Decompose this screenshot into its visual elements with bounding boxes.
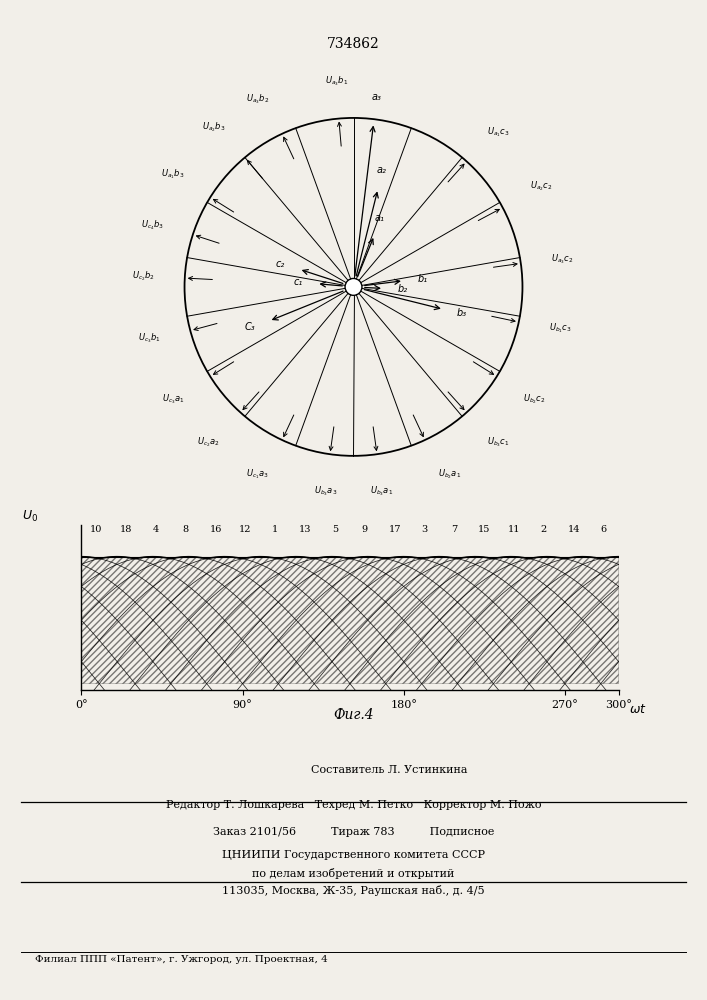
Text: $U_{c_3}a_1$: $U_{c_3}a_1$	[162, 393, 185, 406]
Text: $U_0$: $U_0$	[22, 508, 38, 524]
Text: $U_{b_3}a_1$: $U_{b_3}a_1$	[370, 484, 393, 498]
Text: 734862: 734862	[327, 37, 380, 51]
Text: $U_{b_3}a_3$: $U_{b_3}a_3$	[314, 484, 337, 498]
Text: 8: 8	[182, 525, 189, 534]
Text: b₃: b₃	[457, 308, 467, 318]
Text: 14: 14	[568, 525, 580, 534]
Text: c₁: c₁	[293, 277, 303, 287]
Text: 11: 11	[508, 525, 520, 534]
Circle shape	[345, 278, 362, 295]
Text: $U_{a_1}c_3$: $U_{a_1}c_3$	[487, 125, 510, 139]
Text: Филиал ППП «Патент», г. Ужгород, ул. Проектная, 4: Филиал ППП «Патент», г. Ужгород, ул. Про…	[35, 955, 328, 964]
Text: $U_{a_3}c_2$: $U_{a_3}c_2$	[551, 252, 573, 266]
Text: $U_{b_3}c_1$: $U_{b_3}c_1$	[487, 435, 510, 449]
Text: 15: 15	[478, 525, 491, 534]
Text: $U_{a_2}b_3$: $U_{a_2}b_3$	[202, 121, 226, 134]
Text: ЦНИИПИ Государственного комитета СССР: ЦНИИПИ Государственного комитета СССР	[222, 850, 485, 860]
Text: $U_{c_3}b_1$: $U_{c_3}b_1$	[138, 332, 161, 345]
Text: 18: 18	[120, 525, 132, 534]
Text: c₂: c₂	[275, 259, 284, 269]
Text: $U_{b_1}c_3$: $U_{b_1}c_3$	[549, 322, 571, 335]
Text: $U_{c_4}b_3$: $U_{c_4}b_3$	[141, 219, 164, 232]
Text: 3: 3	[421, 525, 428, 534]
Text: 1: 1	[272, 525, 279, 534]
Text: 6: 6	[601, 525, 607, 534]
Text: $U_{c_2}a_2$: $U_{c_2}a_2$	[197, 435, 220, 449]
Text: b₂: b₂	[397, 284, 407, 294]
Text: $U_{a_3}b_1$: $U_{a_3}b_1$	[325, 75, 348, 88]
Text: $U_{c_1}a_3$: $U_{c_1}a_3$	[247, 468, 269, 481]
Text: b₁: b₁	[417, 274, 427, 284]
Text: 17: 17	[388, 525, 401, 534]
Text: $U_{b_2}a_1$: $U_{b_2}a_1$	[438, 468, 461, 481]
Text: 13: 13	[299, 525, 312, 534]
Text: 12: 12	[239, 525, 252, 534]
Text: $U_{a_2}c_2$: $U_{a_2}c_2$	[530, 180, 552, 193]
Text: $\omega t$: $\omega t$	[629, 703, 647, 716]
Text: a₂: a₂	[376, 165, 386, 175]
Text: $U_{c_2}b_2$: $U_{c_2}b_2$	[132, 270, 154, 283]
Text: 4: 4	[153, 525, 159, 534]
Text: 113035, Москва, Ж-35, Раушская наб., д. 4/5: 113035, Москва, Ж-35, Раушская наб., д. …	[222, 885, 485, 896]
Text: Редактор Т. Лошкарева   Техред М. Петко   Корректор М. Пожо: Редактор Т. Лошкарева Техред М. Петко Ко…	[165, 800, 542, 810]
Text: 10: 10	[90, 525, 103, 534]
Text: Заказ 2101/56          Тираж 783          Подписное: Заказ 2101/56 Тираж 783 Подписное	[213, 827, 494, 837]
Text: $U_{a_1}b_3$: $U_{a_1}b_3$	[161, 168, 185, 181]
Text: 2: 2	[541, 525, 547, 534]
Text: $U_{b_2}c_2$: $U_{b_2}c_2$	[522, 393, 545, 406]
Text: Составитель Л. Устинкина: Составитель Л. Устинкина	[310, 765, 467, 775]
Text: 5: 5	[332, 525, 338, 534]
Text: a₃: a₃	[371, 92, 381, 102]
Text: $U_{a_3}b_2$: $U_{a_3}b_2$	[246, 93, 269, 106]
Text: C₃: C₃	[244, 322, 255, 332]
Text: Фиг.4: Фиг.4	[333, 708, 374, 722]
Text: 9: 9	[362, 525, 368, 534]
Text: 16: 16	[209, 525, 222, 534]
Text: по делам изобретений и открытий: по делам изобретений и открытий	[252, 868, 455, 879]
Text: 7: 7	[451, 525, 457, 534]
Text: a₁: a₁	[375, 213, 385, 223]
